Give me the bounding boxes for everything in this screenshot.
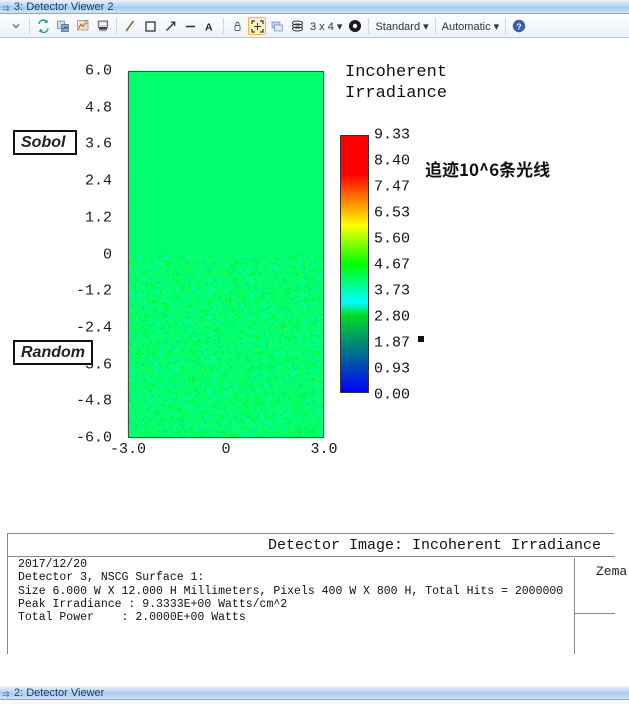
- svg-text:?: ?: [517, 21, 522, 31]
- svg-text:A: A: [205, 21, 213, 33]
